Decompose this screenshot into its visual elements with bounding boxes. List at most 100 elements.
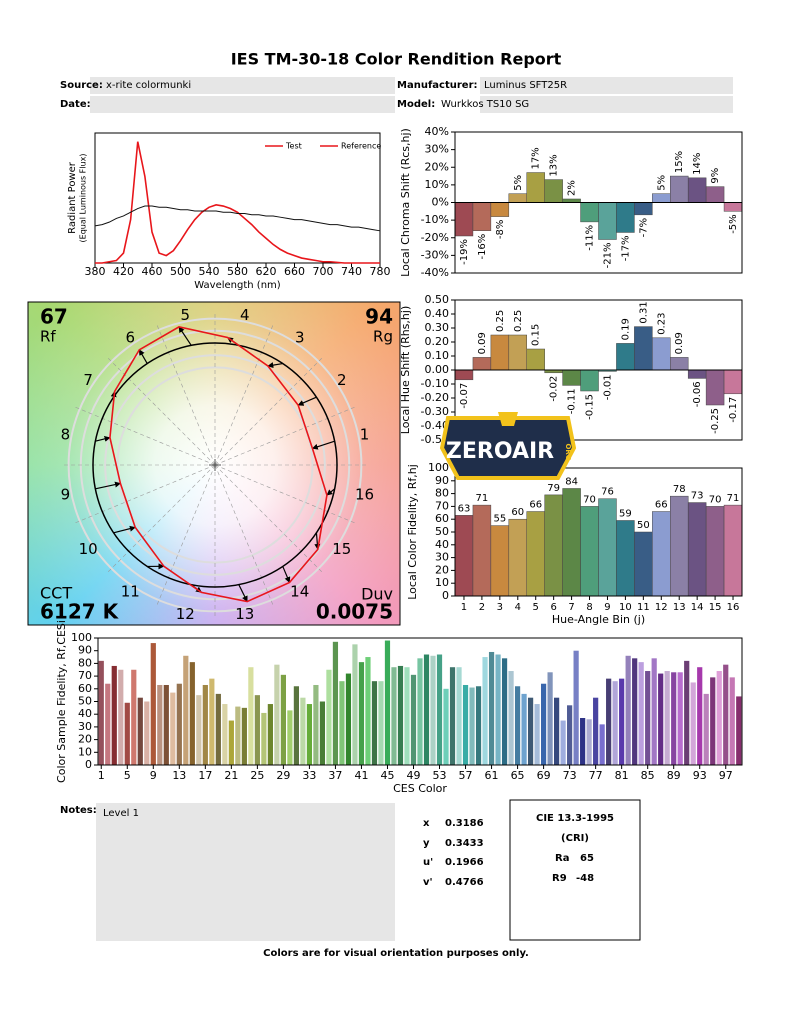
watermark-text: ZEROAIR xyxy=(446,439,554,464)
y-tick-label: -20% xyxy=(421,231,449,244)
bar xyxy=(241,707,247,765)
bar xyxy=(490,202,510,217)
bar xyxy=(378,681,384,765)
watermark-badge xyxy=(439,416,577,480)
bar xyxy=(202,684,208,765)
bin-label: 8 xyxy=(61,426,71,444)
value-label: 76 xyxy=(601,487,614,498)
bin-label: 13 xyxy=(235,605,254,623)
bin-label: 9 xyxy=(61,485,71,503)
value-label: 2% xyxy=(567,180,578,196)
x-tick-label: 9 xyxy=(150,769,157,782)
field-label: Manufacturer: xyxy=(397,80,478,91)
y-tick-label: 10 xyxy=(78,745,92,758)
value-label: 70 xyxy=(583,494,596,505)
bar xyxy=(670,357,689,371)
bin-label: 10 xyxy=(79,540,98,558)
field-label: Date: xyxy=(60,99,91,110)
bin-divider xyxy=(214,464,324,574)
legend-label: Test xyxy=(285,142,302,151)
x-tick-label: 37 xyxy=(328,769,342,782)
metric-label: x xyxy=(423,818,430,829)
bar xyxy=(625,655,631,765)
y-axis-label: Radiant Power xyxy=(67,161,78,234)
metric-label: u' xyxy=(423,857,433,868)
bar xyxy=(261,712,267,765)
bar xyxy=(684,660,690,765)
bin-divider xyxy=(156,464,216,607)
bar xyxy=(326,669,332,765)
metric-value: 0.3433 xyxy=(445,838,484,849)
bar xyxy=(404,667,410,765)
bar xyxy=(183,655,189,765)
field-box xyxy=(480,96,733,113)
value-label: 15% xyxy=(674,151,685,173)
bar xyxy=(540,683,547,765)
bar xyxy=(430,655,436,765)
bar xyxy=(339,681,345,765)
bar xyxy=(358,662,365,765)
value-label: -0.06 xyxy=(692,381,703,407)
bar xyxy=(534,704,540,765)
metric-value: 0.1966 xyxy=(445,857,484,868)
bin-label: 16 xyxy=(355,485,374,503)
field-value: Luminus SFT25R xyxy=(484,80,567,91)
value-label: -0.02 xyxy=(549,376,560,402)
value-label: 0.23 xyxy=(656,313,667,335)
field-label: Model: xyxy=(397,99,435,110)
bar xyxy=(508,671,514,765)
bar xyxy=(228,720,234,765)
shift-arrow xyxy=(95,435,111,442)
bar xyxy=(723,664,729,765)
x-tick-label: 5 xyxy=(124,769,131,782)
notes-text: Level 1 xyxy=(103,808,139,819)
y-tick-label: 50 xyxy=(78,695,92,708)
y-tick-label: 10% xyxy=(425,178,449,191)
bar xyxy=(544,494,563,597)
y-tick-label: 0 xyxy=(442,589,449,602)
x-axis-label: Wavelength (nm) xyxy=(194,280,280,291)
x-tick-label: 57 xyxy=(459,769,473,782)
x-tick-label: 1 xyxy=(98,769,105,782)
x-tick-label: 16 xyxy=(727,602,740,613)
bar xyxy=(488,651,495,765)
cri-value: -48 xyxy=(576,873,594,884)
bin-divider xyxy=(73,464,216,524)
y-tick-label: 0.40 xyxy=(425,307,450,320)
value-label: 0.25 xyxy=(513,310,524,332)
bar xyxy=(697,667,703,765)
bin-divider xyxy=(73,406,216,466)
bar xyxy=(729,677,735,765)
bar xyxy=(580,506,599,597)
y-axis-label: (Equal Luminous Flux) xyxy=(79,154,88,243)
bar xyxy=(723,202,743,212)
x-tick-label: 420 xyxy=(113,265,134,278)
value-label: 0.09 xyxy=(674,332,685,354)
x-tick-label: 69 xyxy=(537,769,551,782)
value-label: 55 xyxy=(493,514,506,525)
bar xyxy=(472,357,492,371)
metric-value: 0.4766 xyxy=(445,877,484,888)
bar xyxy=(274,664,280,765)
y-tick-label: 20 xyxy=(78,733,92,746)
y-tick-label: 80 xyxy=(78,656,92,669)
bin-label: 14 xyxy=(290,582,309,600)
bin-label: 7 xyxy=(83,371,93,389)
y-tick-label: 20 xyxy=(435,563,449,576)
cct-label: CCT xyxy=(40,584,72,603)
bar xyxy=(508,518,527,597)
y-tick-label: -0.20 xyxy=(421,391,449,404)
legend-label: Reference xyxy=(341,142,381,151)
bar xyxy=(573,650,579,765)
bar xyxy=(562,369,581,386)
bar xyxy=(293,686,300,765)
metric-label: v' xyxy=(423,877,433,888)
bar xyxy=(652,511,671,597)
x-tick-label: 29 xyxy=(276,769,290,782)
value-label: 0.31 xyxy=(638,301,649,323)
y-tick-label: -0.10 xyxy=(421,377,449,390)
bar xyxy=(526,348,545,371)
y-tick-label: 80 xyxy=(435,487,449,500)
bar xyxy=(671,672,677,765)
shift-arrow xyxy=(238,584,248,603)
